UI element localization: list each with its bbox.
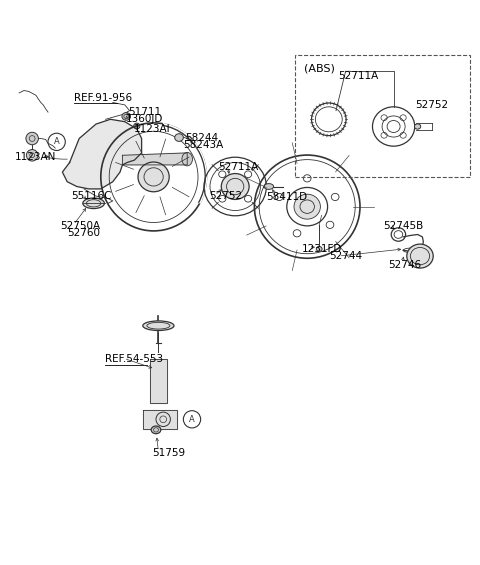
Text: REF.91-956: REF.91-956: [74, 93, 132, 103]
Ellipse shape: [133, 123, 140, 129]
Text: A: A: [54, 137, 60, 146]
Ellipse shape: [407, 244, 433, 268]
Text: 58411D: 58411D: [266, 192, 308, 202]
Text: 1123AI: 1123AI: [133, 124, 170, 134]
Text: 52746: 52746: [388, 260, 421, 270]
Text: 52752: 52752: [209, 191, 242, 201]
Ellipse shape: [316, 246, 322, 251]
Text: REF.54-553: REF.54-553: [105, 354, 163, 364]
Bar: [295, 54, 470, 177]
Ellipse shape: [415, 124, 420, 129]
Text: 1360JD: 1360JD: [126, 114, 164, 124]
Ellipse shape: [122, 112, 131, 120]
Text: 52752: 52752: [415, 100, 448, 110]
Ellipse shape: [151, 426, 161, 434]
Text: 52760: 52760: [67, 228, 100, 238]
Text: 52711A: 52711A: [218, 162, 259, 172]
Text: 52750A: 52750A: [60, 221, 100, 231]
Ellipse shape: [264, 184, 274, 189]
Text: 52711A: 52711A: [338, 71, 379, 81]
Circle shape: [26, 132, 38, 145]
Circle shape: [26, 150, 38, 161]
Text: 52745B: 52745B: [383, 221, 423, 231]
Polygon shape: [62, 119, 142, 189]
Polygon shape: [122, 153, 187, 165]
Text: 51759: 51759: [153, 448, 186, 458]
Text: 55116C: 55116C: [71, 191, 111, 201]
Polygon shape: [143, 410, 177, 429]
Ellipse shape: [294, 194, 321, 219]
Text: 1231FD: 1231FD: [301, 244, 342, 254]
Ellipse shape: [182, 153, 192, 166]
Polygon shape: [150, 359, 167, 402]
Ellipse shape: [143, 321, 174, 331]
Text: (ABS): (ABS): [304, 63, 335, 73]
Text: 51711: 51711: [129, 107, 162, 117]
Ellipse shape: [175, 134, 183, 141]
Text: 52744: 52744: [329, 251, 362, 260]
Ellipse shape: [83, 198, 105, 208]
Text: 58244: 58244: [185, 133, 218, 142]
Ellipse shape: [138, 162, 169, 192]
Text: 1123AN: 1123AN: [14, 152, 56, 162]
Text: A: A: [189, 415, 195, 424]
Ellipse shape: [221, 173, 249, 199]
Text: 58243A: 58243A: [183, 140, 223, 150]
